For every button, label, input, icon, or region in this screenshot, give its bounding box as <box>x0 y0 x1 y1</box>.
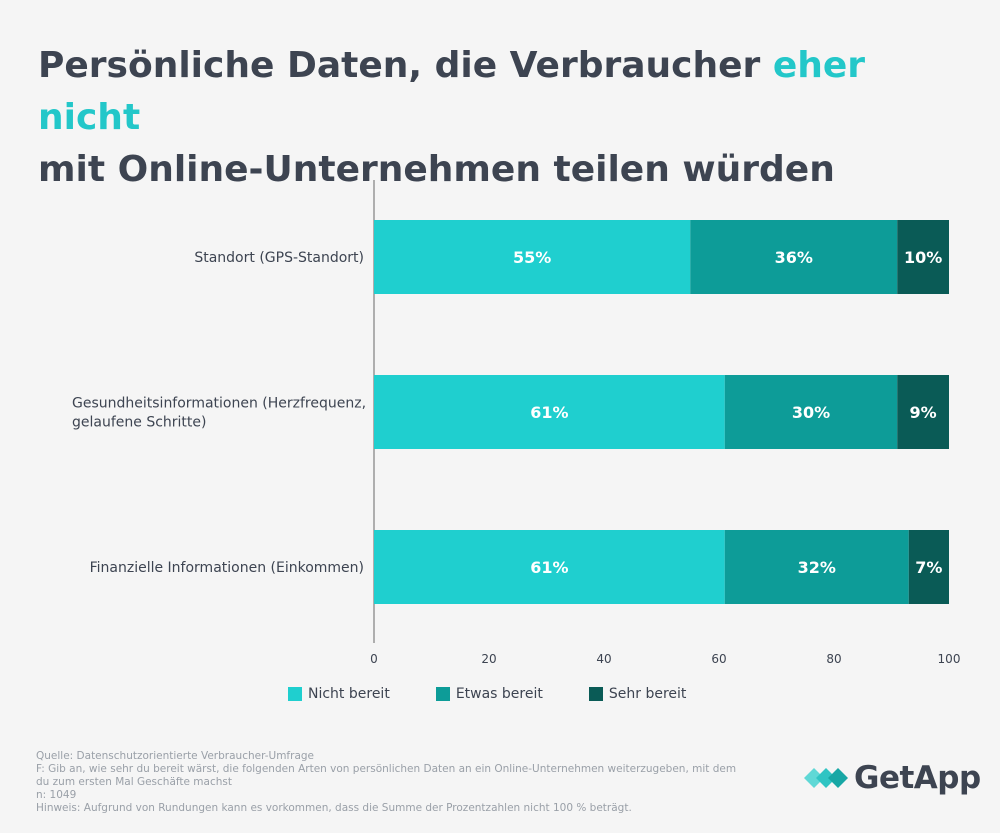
title-part1: Persönliche Daten, die Verbraucher <box>38 45 773 86</box>
x-tick-label: 80 <box>826 652 841 666</box>
category-label: gelaufene Schritte) <box>72 415 206 431</box>
bar-value-label: 32% <box>798 558 836 577</box>
bar-segment <box>897 220 949 294</box>
category-label: Finanzielle Informationen (Einkommen) <box>90 560 364 576</box>
legend-item-etwas-bereit: Etwas bereit <box>435 686 543 702</box>
bar-segment <box>897 375 949 449</box>
legend-swatch-etwas-bereit <box>435 687 450 701</box>
bar-value-label: 55% <box>513 248 551 267</box>
bar-value-label: 36% <box>775 248 813 267</box>
getapp-logo: GetApp <box>804 760 981 796</box>
bar-value-label: 61% <box>530 558 568 577</box>
bar-value-label: 61% <box>530 403 568 422</box>
bar-value-label: 30% <box>792 403 830 422</box>
bar-value-label: 10% <box>904 248 942 267</box>
title-highlight: eher nicht <box>38 45 866 138</box>
bar-value-label: 7% <box>915 558 942 577</box>
chart-title: Persönliche Daten, die Verbraucher eher … <box>38 40 978 196</box>
legend-label-sehr-bereit: Sehr bereit <box>608 686 687 702</box>
footnote-question-2: du zum ersten Mal Geschäfte machst <box>36 776 232 788</box>
x-tick-label: 100 <box>938 652 961 666</box>
legend-label-nicht-bereit: Nicht bereit <box>308 686 390 702</box>
footnote-question-1: F: Gib an, wie sehr du bereit wärst, die… <box>36 763 737 775</box>
x-tick-label: 60 <box>711 652 726 666</box>
bar-segment <box>908 530 949 604</box>
legend-label-etwas-bereit: Etwas bereit <box>455 686 543 702</box>
bar-segment <box>374 530 725 604</box>
logo-text: GetApp <box>854 760 981 796</box>
bar-segment <box>690 220 898 294</box>
x-tick-label: 40 <box>596 652 611 666</box>
x-tick-label: 20 <box>481 652 496 666</box>
legend-swatch-nicht-bereit <box>288 687 302 701</box>
footnote-n: n: 1049 <box>36 789 77 801</box>
getapp-chevrons-icon <box>804 768 848 788</box>
category-label: Standort (GPS-Standort) <box>194 250 364 266</box>
title-part2: mit Online-Unternehmen teilen würden <box>38 149 835 190</box>
bar-value-label: 9% <box>910 403 937 422</box>
bar-segment <box>374 375 725 449</box>
bar-segment <box>374 220 691 294</box>
legend-item-sehr-bereit: Sehr bereit <box>588 686 687 702</box>
legend-item-nicht-bereit: Nicht bereit <box>288 686 390 702</box>
legend-swatch-sehr-bereit <box>588 687 603 701</box>
category-label: Gesundheitsinformationen (Herzfrequenz, <box>72 396 366 412</box>
stacked-bar-chart: 0 20 40 60 80 100 55% 36% 10% Standort (GPS-Stand… <box>72 180 961 666</box>
bar-segment <box>724 375 898 449</box>
footnotes: Quelle: Datenschutzorientierte Verbrauch… <box>36 750 766 815</box>
x-tick-label: 0 <box>370 652 378 666</box>
bar-segment <box>724 530 909 604</box>
footnote-note: Hinweis: Aufgrund von Rundungen kann es … <box>36 802 632 814</box>
legend: Nicht bereit Etwas bereit Sehr bereit <box>288 686 686 702</box>
footnote-source: Quelle: Datenschutzorientierte Verbrauch… <box>36 750 315 762</box>
